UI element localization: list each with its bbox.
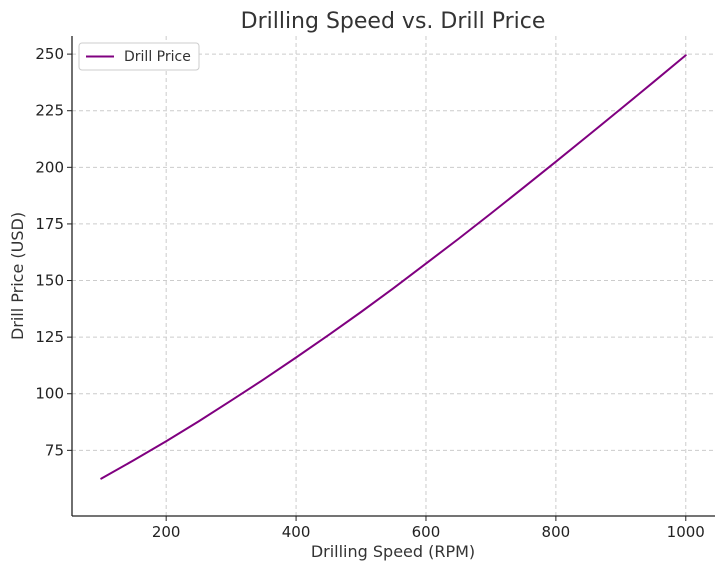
y-tick-label: 150 (35, 272, 64, 290)
y-axis-label: Drill Price (USD) (8, 212, 27, 340)
legend-label: Drill Price (124, 49, 191, 65)
series-line-drill-price (100, 54, 687, 480)
y-tick-label: 225 (35, 102, 64, 120)
grid (72, 36, 715, 516)
y-tick-label: 200 (35, 158, 64, 176)
y-ticks: 75 100 125 150 175 200 225 250 (35, 45, 72, 459)
x-tick-label: 200 (152, 523, 181, 541)
x-tick-label: 600 (412, 523, 441, 541)
x-ticks: 200 400 600 800 1000 (152, 516, 705, 541)
series-layer (100, 54, 687, 480)
x-tick-label: 1000 (667, 523, 705, 541)
y-tick-label: 250 (35, 45, 64, 63)
legend: Drill Price (78, 42, 200, 71)
y-tick-label: 75 (45, 441, 64, 459)
x-axis-label: Drilling Speed (RPM) (311, 542, 475, 561)
chart-title: Drilling Speed vs. Drill Price (241, 9, 546, 34)
y-tick-label: 125 (35, 328, 64, 346)
y-tick-label: 175 (35, 215, 64, 233)
x-tick-label: 800 (542, 523, 571, 541)
axes (71, 36, 715, 517)
x-tick-label: 400 (282, 523, 311, 541)
legend-box (78, 42, 200, 71)
y-tick-label: 100 (35, 385, 64, 403)
